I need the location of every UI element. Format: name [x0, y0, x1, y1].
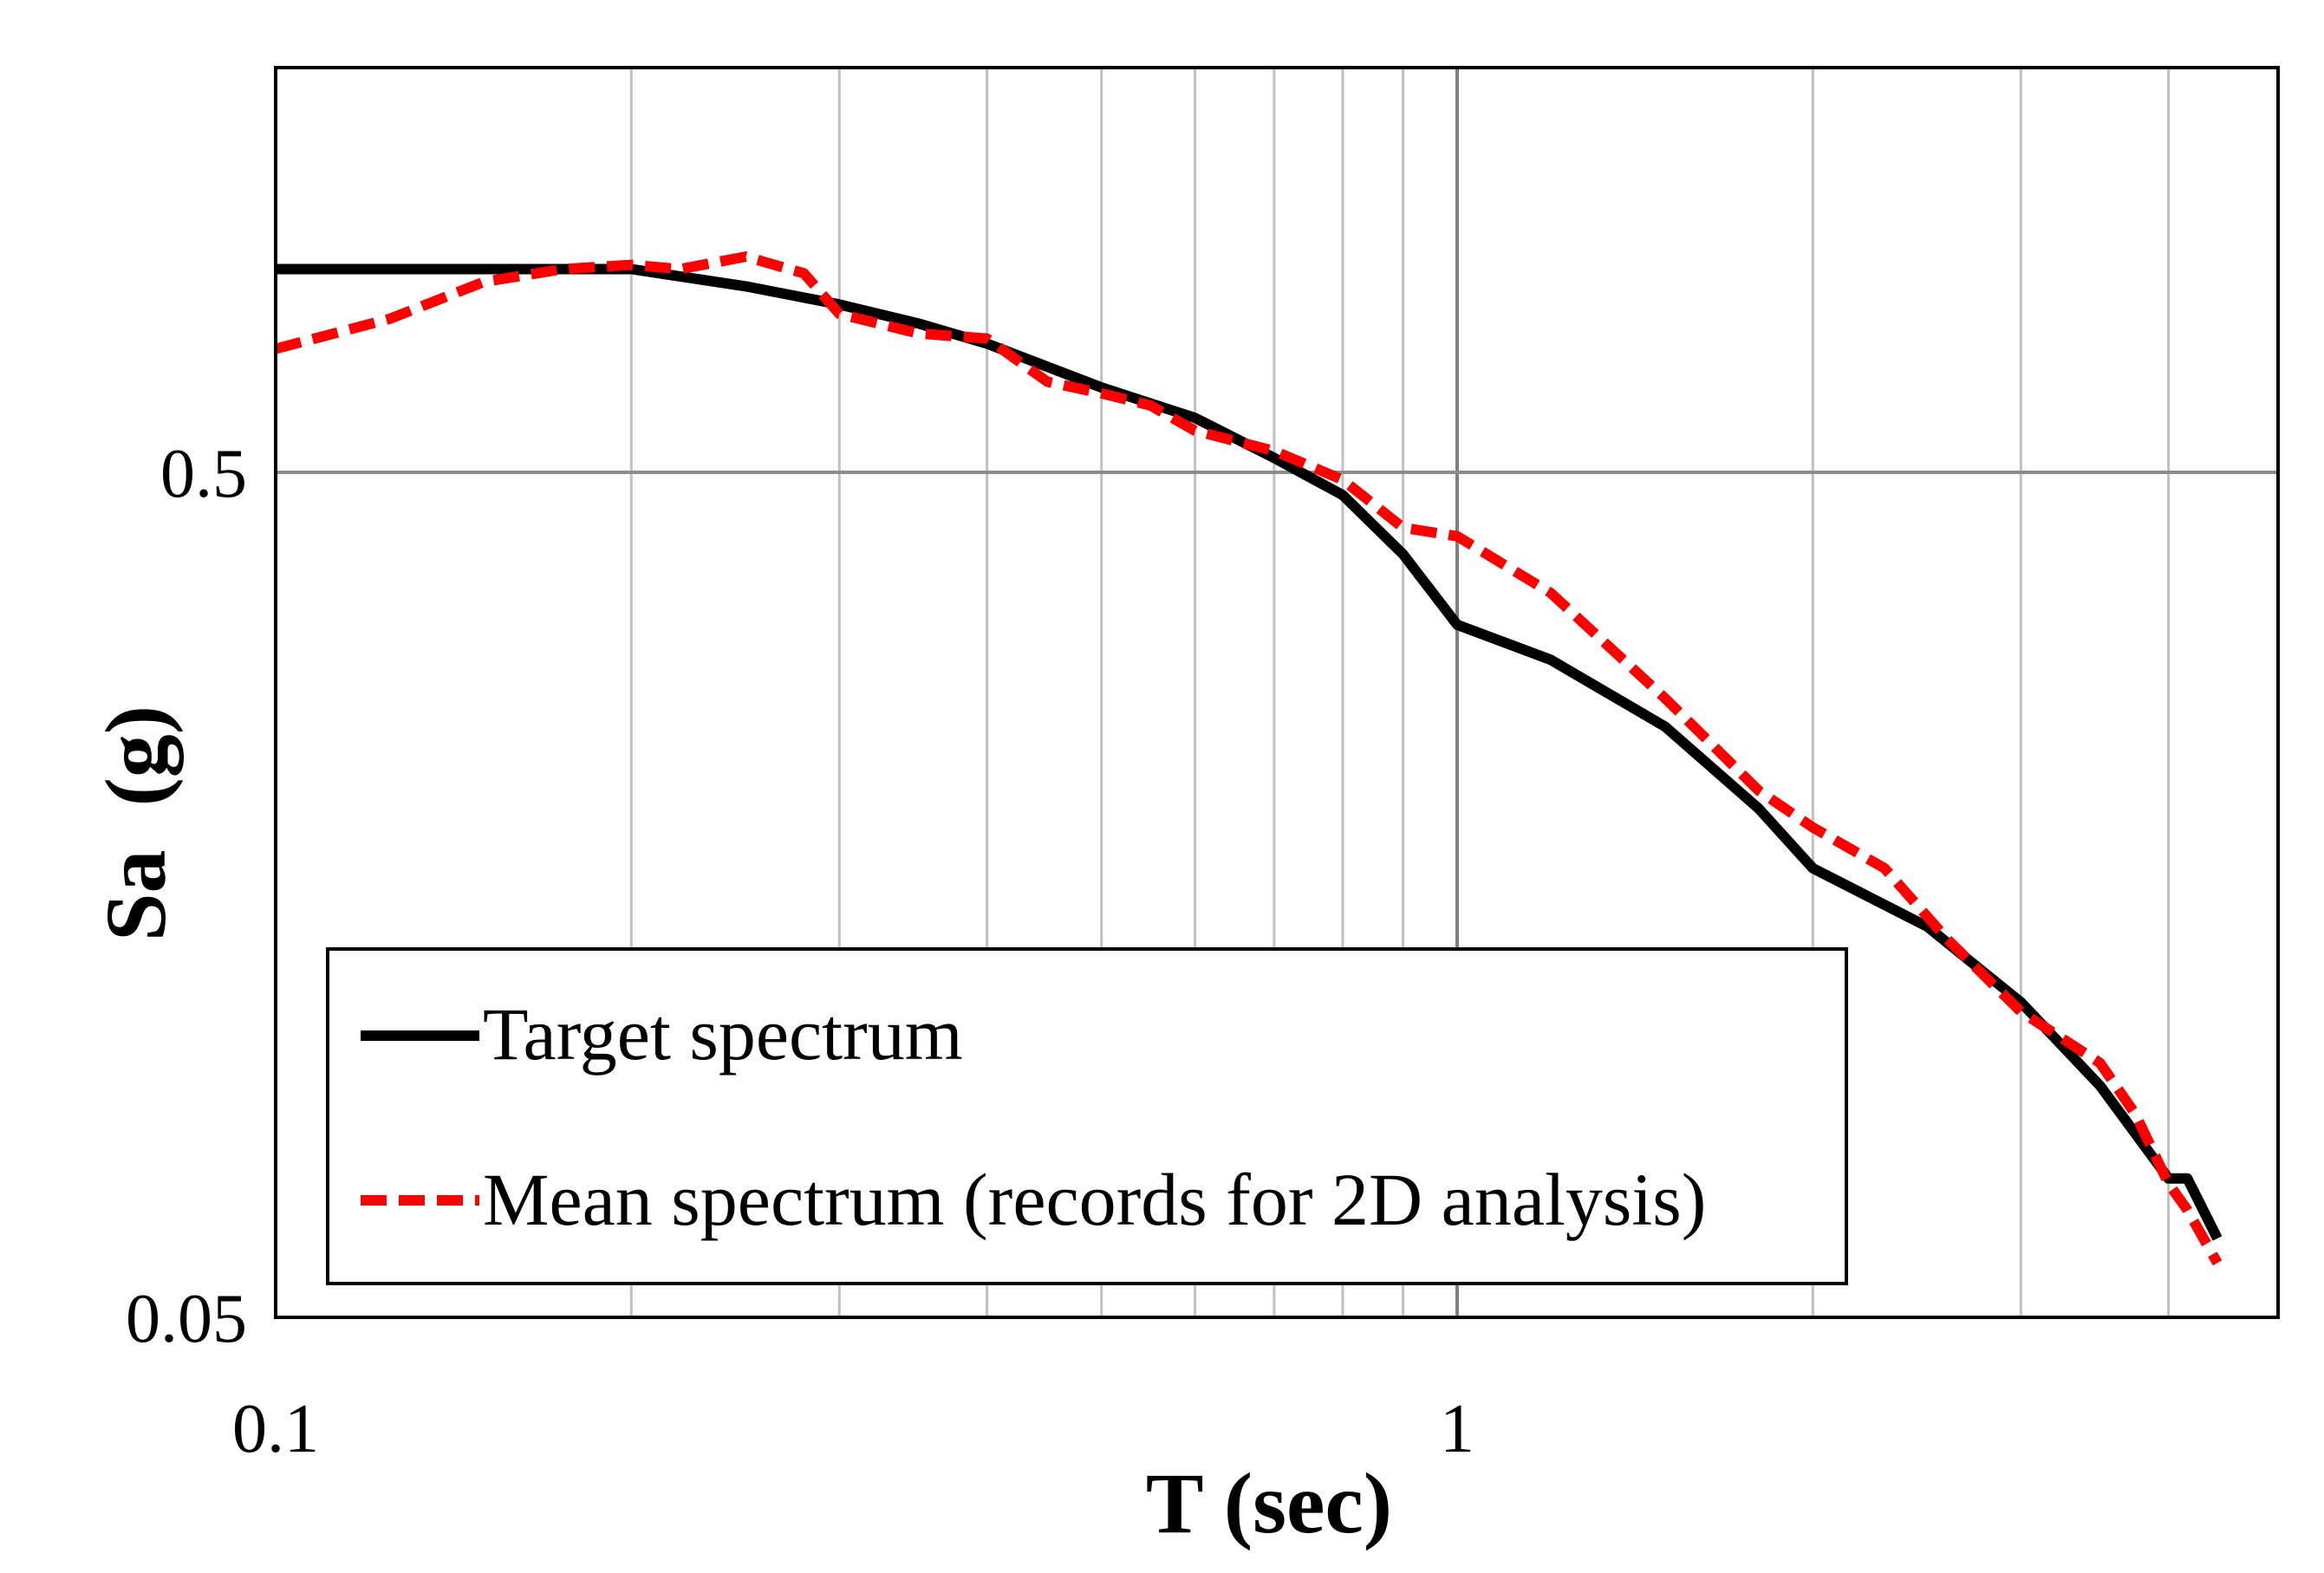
gridlines	[276, 68, 2278, 1317]
x-tick-label: 0.1	[232, 1391, 319, 1467]
plot-border	[274, 66, 2280, 1319]
y-axis-title: Sa (g)	[88, 705, 184, 941]
y-tick-label: 0.05	[126, 1281, 247, 1357]
legend-label-target: Target spectrum	[483, 992, 963, 1076]
y-tick-label: 0.5	[160, 436, 247, 512]
legend-label-mean: Mean spectrum (records for 2D analysis)	[483, 1158, 1706, 1241]
legend-box	[326, 947, 1848, 1285]
tick-labels: 0.1 1 0.05 0.5	[126, 436, 1474, 1467]
legend: Target spectrum Mean spectrum (records f…	[326, 947, 1848, 1285]
x-tick-label: 1	[1440, 1391, 1474, 1467]
x-axis-title: T (sec)	[1146, 1455, 1392, 1551]
series-layer	[274, 251, 2223, 1266]
